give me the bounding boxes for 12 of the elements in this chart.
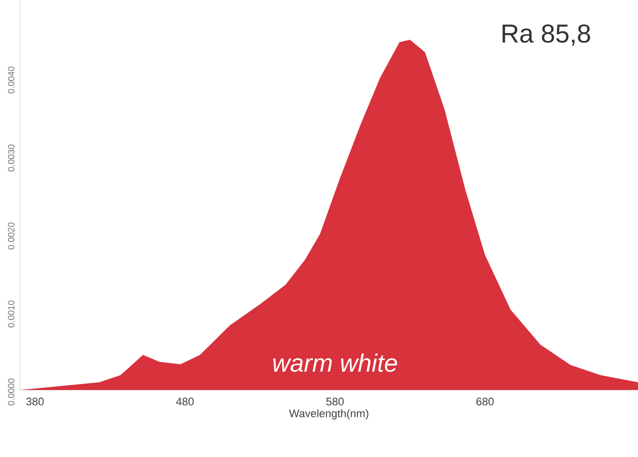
y-tick-label: 0.0010 <box>8 300 14 328</box>
y-tick-label: 0.0040 <box>8 66 14 94</box>
x-tick-label: 380 <box>26 398 44 406</box>
y-tick-label: 0.0000 <box>8 378 14 406</box>
y-tick-label: 0.0030 <box>8 144 14 172</box>
x-tick-label: 480 <box>176 398 194 406</box>
y-tick-label: 0.0020 <box>8 222 14 250</box>
annotation: Ra 85,8 <box>502 24 590 46</box>
annotation: warm white <box>273 354 398 372</box>
x-tick-label: 680 <box>476 398 494 406</box>
x-axis-title: Wavelength(nm) <box>289 409 368 420</box>
x-tick-label: 580 <box>326 398 344 406</box>
